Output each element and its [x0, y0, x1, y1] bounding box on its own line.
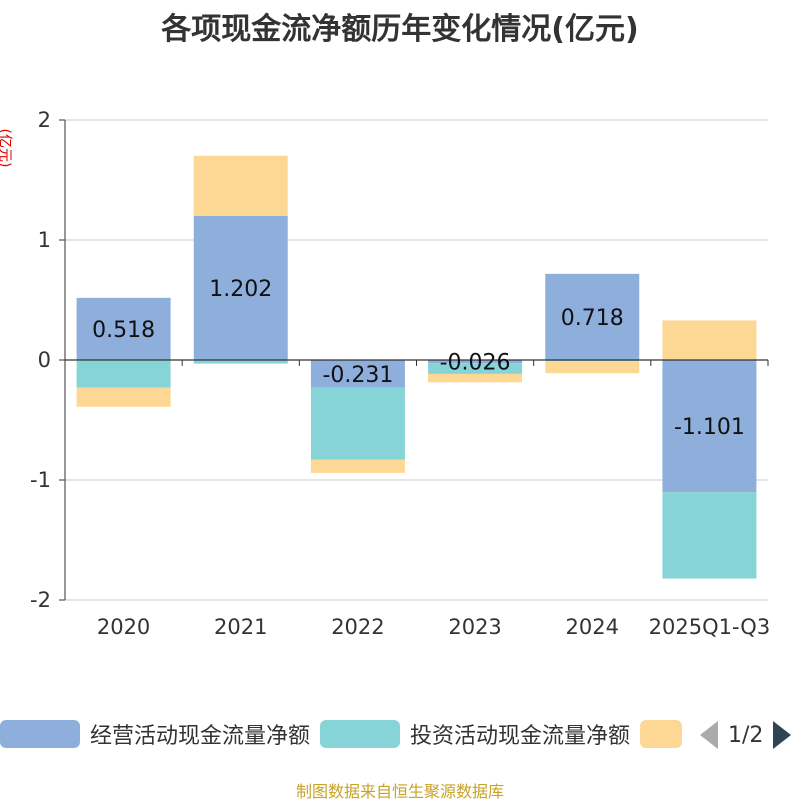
triangle-right-icon[interactable] [773, 721, 792, 749]
legend-item-financing[interactable] [640, 719, 682, 749]
legend-swatch-investing [320, 720, 400, 748]
chart-title: 各项现金流净额历年变化情况(亿元) [161, 12, 639, 47]
bar-operating [76, 297, 171, 360]
legend: 经营活动现金流量净额 投资活动现金流量净额 1/2 [0, 715, 800, 755]
bar-investing [193, 360, 288, 364]
bar-financing [310, 459, 405, 473]
legend-label-operating: 经营活动现金流量净额 [90, 724, 311, 749]
y-tick-label: 2 [38, 108, 51, 132]
bar-financing [545, 361, 640, 374]
x-tick-label: 2025Q1-Q3 [649, 615, 771, 639]
legend-swatch-operating [0, 720, 80, 748]
y-tick-label: 0 [38, 348, 51, 372]
data-label: 0.718 [561, 306, 624, 331]
legend-pager: 1/2 [700, 719, 792, 751]
bar-financing [193, 155, 288, 216]
bar-operating [545, 273, 640, 360]
x-tick-label: 2023 [448, 615, 501, 639]
bar-operating [428, 360, 523, 364]
y-tick-label: 1 [38, 228, 51, 252]
bar-financing [662, 320, 757, 360]
bar-financing [428, 373, 523, 383]
bar-financing [76, 387, 171, 407]
legend-item-investing[interactable]: 投资活动现金流量净额 [320, 719, 630, 749]
x-tick-label: 2020 [97, 615, 150, 639]
x-tick-label: 2022 [331, 615, 384, 639]
legend-swatch-financing [640, 720, 682, 748]
triangle-left-icon[interactable] [700, 721, 718, 749]
bar-investing [662, 492, 757, 579]
bar-investing [428, 363, 523, 374]
x-tick-label: 2021 [214, 615, 267, 639]
legend-page-indicator: 1/2 [728, 722, 764, 748]
legend-label-investing: 投资活动现金流量净额 [410, 724, 631, 749]
data-label: -0.231 [322, 363, 393, 388]
cash-flow-chart: -2 -1 0 1 2 0.518 1.202 -0.231 -0.026 0.718 -1.101… [30, 108, 771, 639]
bar-operating [310, 360, 405, 388]
data-label: 1.202 [209, 277, 272, 302]
y-tick-label: -1 [30, 468, 51, 492]
data-label: -0.026 [440, 351, 511, 376]
y-tick-label: -2 [30, 588, 51, 612]
bar-investing [310, 387, 405, 460]
x-tick-label: 2024 [566, 615, 619, 639]
bar-operating [662, 360, 757, 493]
bar-investing [76, 360, 171, 388]
legend-item-operating[interactable]: 经营活动现金流量净额 [0, 719, 310, 749]
data-label: -1.101 [674, 415, 745, 440]
data-source-footer: 制图数据来自恒生聚源数据库 [295, 782, 504, 801]
data-label: 0.518 [92, 318, 155, 343]
bar-operating [193, 215, 288, 360]
